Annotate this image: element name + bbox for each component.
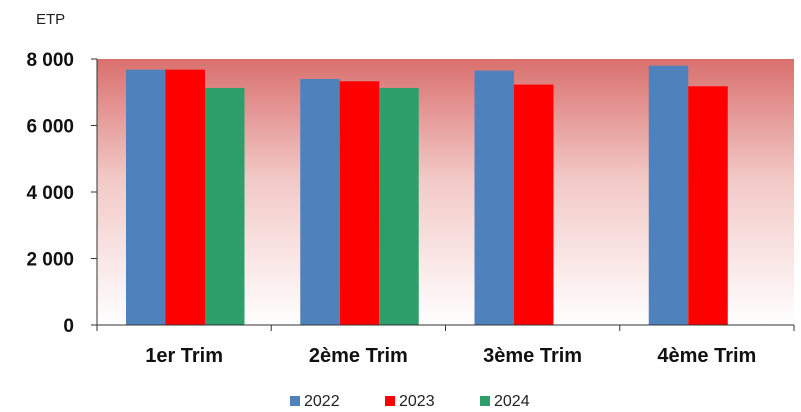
bar-2022-4 bbox=[648, 65, 689, 326]
legend-label-2023: 2023 bbox=[399, 393, 435, 410]
bar-2023-4 bbox=[688, 86, 728, 325]
bar-2024-1 bbox=[205, 87, 245, 326]
legend-swatch-2024 bbox=[480, 396, 490, 406]
legend: 2022 2023 2024 bbox=[290, 393, 530, 410]
bars bbox=[126, 65, 728, 326]
y-tick-label: 2 000 bbox=[26, 250, 74, 271]
y-axis-ticks: 0 2 000 4 000 6 000 8 000 bbox=[26, 50, 97, 337]
bar-2022-2 bbox=[300, 78, 340, 325]
bar-2022-1 bbox=[126, 69, 166, 325]
x-tick-label: 4ème Trim bbox=[657, 345, 756, 367]
y-tick-label: 6 000 bbox=[26, 117, 74, 138]
x-tick-label: 2ème Trim bbox=[309, 345, 408, 367]
legend-label-2024: 2024 bbox=[494, 393, 530, 410]
x-tick-label: 1er Trim bbox=[145, 345, 223, 367]
bar-2023-3 bbox=[514, 84, 554, 325]
legend-label-2022: 2022 bbox=[304, 393, 340, 410]
bar-2023-2 bbox=[339, 81, 380, 325]
x-axis-ticks: 1er Trim 2ème Trim 3ème Trim 4ème Trim bbox=[96, 325, 795, 367]
legend-swatch-2023 bbox=[385, 396, 395, 406]
y-tick-label: 8 000 bbox=[26, 50, 74, 71]
bar-2023-1 bbox=[165, 69, 205, 325]
y-axis-unit-label: ETP bbox=[36, 11, 65, 28]
x-tick-label: 3ème Trim bbox=[483, 345, 582, 367]
y-tick-label: 4 000 bbox=[26, 183, 74, 204]
y-tick-label: 0 bbox=[63, 316, 74, 337]
legend-swatch-2022 bbox=[290, 396, 300, 406]
bar-2024-2 bbox=[379, 87, 419, 326]
bar-2022-3 bbox=[474, 70, 514, 325]
